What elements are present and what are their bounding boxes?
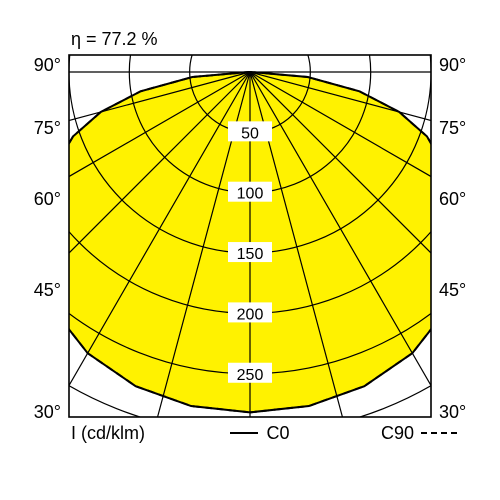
polar-diagram: 50 100 150 200 250 90° 90° 75° 75° 60° 60° 45° 45° 30… [0, 0, 500, 500]
angle-label-right: 30° [439, 402, 466, 422]
angle-label-left: 90° [34, 55, 61, 75]
unit-label: I (cd/klm) [71, 423, 145, 443]
angle-label-right: 60° [439, 189, 466, 209]
ring-label: 200 [237, 306, 264, 323]
ring-label: 150 [237, 246, 264, 263]
chart-svg: 50 100 150 200 250 90° 90° 75° 75° 60° 60° 45° 45° 30… [0, 0, 500, 500]
ring-label: 50 [241, 125, 259, 142]
angle-label-right: 75° [439, 118, 466, 138]
c0-legend-label: C0 [266, 423, 289, 443]
angle-label-left: 75° [34, 118, 61, 138]
c90-legend-label: C90 [381, 423, 414, 443]
angle-label-left: 60° [34, 189, 61, 209]
efficiency-title: η = 77.2 % [71, 29, 158, 49]
angle-label-right: 45° [439, 280, 466, 300]
ring-label: 250 [237, 367, 264, 384]
angle-label-left: 45° [34, 280, 61, 300]
angle-label-right: 90° [439, 55, 466, 75]
angle-label-left: 30° [34, 402, 61, 422]
ring-label: 100 [237, 186, 264, 203]
